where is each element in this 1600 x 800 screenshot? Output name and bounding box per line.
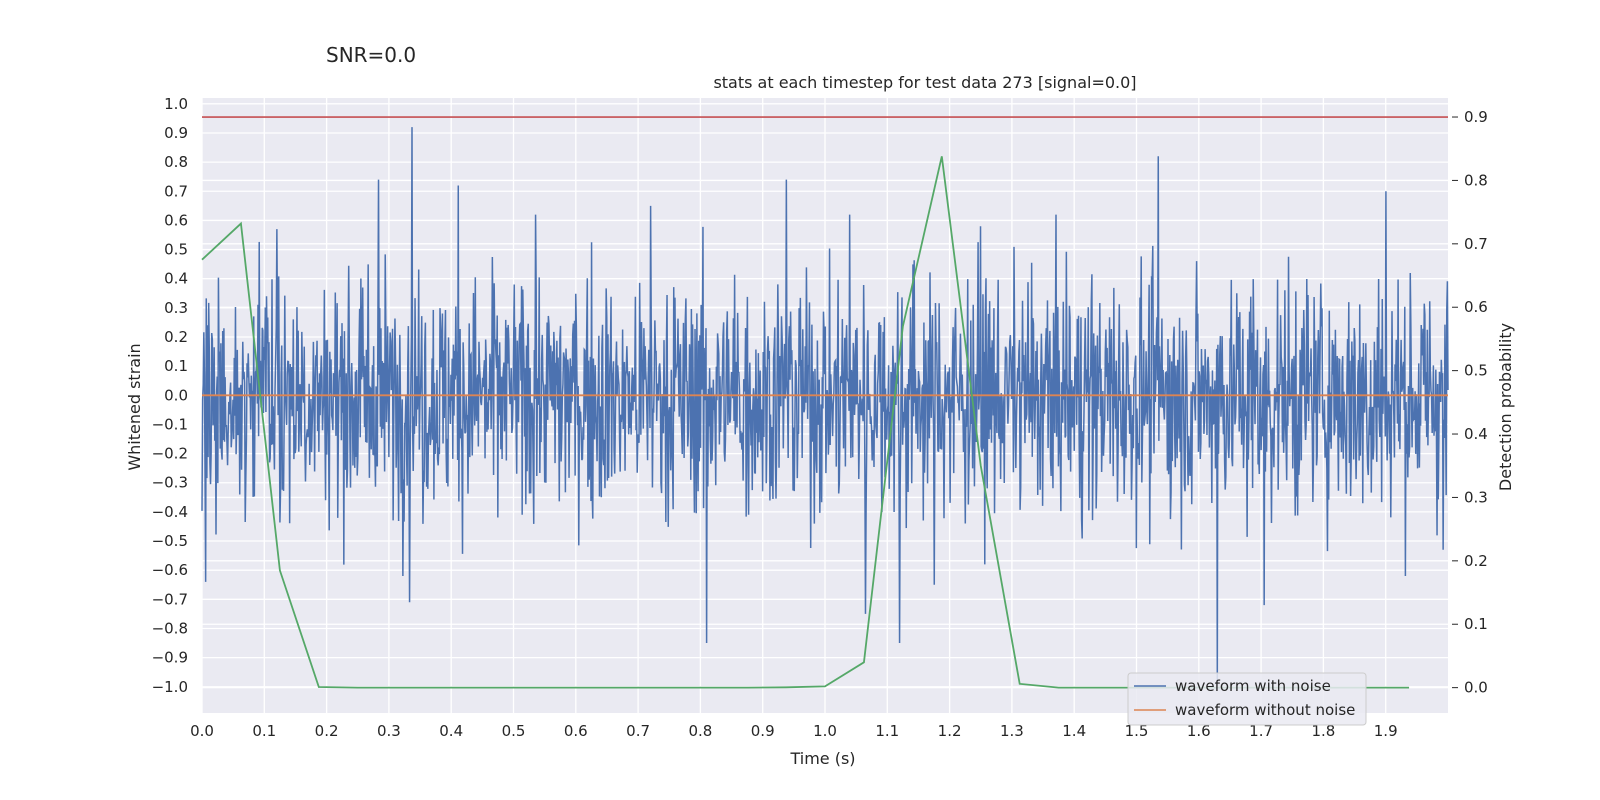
- y-tick-label: −0.2: [152, 445, 188, 463]
- y-tick-label: 0.6: [164, 211, 188, 229]
- y2-tick-label: 0.6: [1464, 298, 1488, 316]
- y2-tick-label: 0.4: [1464, 425, 1488, 443]
- y2-tick-label: 0.9: [1464, 108, 1488, 126]
- y-tick-label: 0.3: [164, 299, 188, 317]
- y-axis-right: 0.9 0.8 0.7 0.6 0.5 0.4 0.3 0.2 0.1 0.0: [1452, 108, 1488, 697]
- y-tick-label: −0.9: [152, 649, 188, 667]
- y2-tick-label: 0.8: [1464, 171, 1488, 189]
- x-tick-label: 0.1: [252, 722, 276, 740]
- noise-line: [201, 127, 1449, 681]
- y-tick-label: −0.8: [152, 619, 188, 637]
- y2-tick-label: 0.2: [1464, 552, 1488, 570]
- y-tick-label: 0.9: [164, 124, 188, 142]
- y-tick-label: −0.5: [152, 532, 188, 550]
- x-tick-label: 1.2: [938, 722, 962, 740]
- y-tick-label: −0.1: [152, 415, 188, 433]
- x-tick-label: 1.9: [1374, 722, 1398, 740]
- y-tick-label: −1.0: [152, 678, 188, 696]
- y2-tick-label: 0.1: [1464, 615, 1488, 633]
- x-tick-label: 1.0: [813, 722, 837, 740]
- x-tick-label: 0.0: [190, 722, 214, 740]
- y-tick-label: −0.4: [152, 503, 188, 521]
- y2-tick-label: 0.3: [1464, 488, 1488, 506]
- y2-tick-label: 0.5: [1464, 362, 1488, 380]
- y-tick-label: −0.3: [152, 474, 188, 492]
- x-tick-label: 0.2: [315, 722, 339, 740]
- legend-label-clean: waveform without noise: [1175, 701, 1355, 719]
- x-tick-label: 0.8: [688, 722, 712, 740]
- y-tick-label: 0.5: [164, 241, 188, 259]
- y2-tick-label: 0.0: [1464, 679, 1488, 697]
- y-tick-label: 0.8: [164, 153, 188, 171]
- x-tick-label: 0.9: [751, 722, 775, 740]
- x-axis: 0.0 0.1 0.2 0.3 0.4 0.5 0.6 0.7 0.8 0.9 1.0 1.1 1.2 1…: [190, 722, 1398, 740]
- x-tick-label: 1.3: [1000, 722, 1024, 740]
- x-tick-label: 1.5: [1125, 722, 1149, 740]
- y-tick-label: 0.0: [164, 386, 188, 404]
- y-axis-label: Whitened strain: [125, 343, 144, 470]
- x-tick-label: 0.6: [564, 722, 588, 740]
- y-tick-label: 0.4: [164, 270, 188, 288]
- x-tick-label: 1.8: [1311, 722, 1335, 740]
- legend-label-noise: waveform with noise: [1175, 677, 1331, 695]
- y-tick-label: −0.6: [152, 561, 188, 579]
- x-tick-label: 0.4: [439, 722, 463, 740]
- y-tick-label: 0.1: [164, 357, 188, 375]
- x-tick-label: 1.4: [1062, 722, 1086, 740]
- x-tick-label: 0.7: [626, 722, 650, 740]
- figure-suptitle: SNR=0.0: [326, 43, 416, 67]
- x-tick-label: 1.7: [1249, 722, 1273, 740]
- y-tick-label: 1.0: [164, 95, 188, 113]
- y2-tick-label: 0.7: [1464, 235, 1488, 253]
- y-axis-left: 1.0 0.9 0.8 0.7 0.6 0.5 0.4 0.3 0.2 0.1 0.0 −0.1 −0.…: [152, 95, 188, 696]
- chart-title: stats at each timestep for test data 273…: [713, 73, 1136, 92]
- x-tick-label: 0.5: [502, 722, 526, 740]
- x-tick-label: 0.3: [377, 722, 401, 740]
- legend: waveform with noise waveform without noi…: [1127, 672, 1367, 726]
- y-tick-label: 0.2: [164, 328, 188, 346]
- legend-frame: [1127, 672, 1367, 726]
- x-tick-label: 1.6: [1187, 722, 1211, 740]
- x-axis-label: Time (s): [789, 749, 855, 768]
- series-waveform-with-noise: [201, 127, 1449, 681]
- y-tick-label: 0.7: [164, 182, 188, 200]
- x-tick-label: 1.1: [875, 722, 899, 740]
- y-tick-label: −0.7: [152, 590, 188, 608]
- y2-axis-label: Detection probability: [1496, 323, 1515, 491]
